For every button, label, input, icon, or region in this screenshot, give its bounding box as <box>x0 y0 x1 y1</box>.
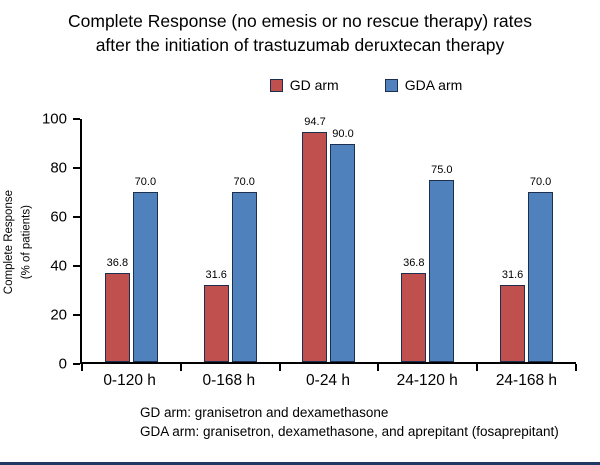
bar-gd-arm: 36.8 <box>104 257 130 363</box>
bar-group: 36.8 75.0 <box>378 119 477 363</box>
y-tick-mark <box>73 314 80 317</box>
plot-area: 36.8 70.0 31.6 70.0 94.7 90.0 36.8 75.0 31.6 70.0 <box>80 116 577 372</box>
x-axis-labels: 0-120 h 0-168 h 0-24 h 24-120 h 24-168 h <box>80 364 576 390</box>
y-tick-label: 80 <box>50 159 67 177</box>
y-axis-title-line2: (% of patients) <box>20 204 32 279</box>
bar-gd-arm: 36.8 <box>401 257 427 363</box>
bar-gda-arm: 70.0 <box>132 176 158 363</box>
y-tick-mark <box>73 363 80 366</box>
bar-gd-arm: 94.7 <box>302 116 328 363</box>
footnote-gd: GD arm: granisetron and dexamethasone <box>140 405 389 421</box>
y-tick-label: 60 <box>50 208 67 226</box>
y-tick-mark <box>73 118 80 121</box>
x-category-label: 24-120 h <box>396 372 458 390</box>
x-tick-mark <box>81 364 83 372</box>
chart-title-line1: Complete Response (no emesis or no rescu… <box>68 11 532 31</box>
plot-column: 36.8 70.0 31.6 70.0 94.7 90.0 36.8 75.0 31.6 70.0… <box>80 116 577 390</box>
bar-gda-arm: 70.0 <box>231 176 257 363</box>
y-tick-label: 40 <box>50 257 67 275</box>
chart-title-line2: after the initiation of trastuzumab deru… <box>95 34 505 55</box>
bar-value-label: 75.0 <box>431 164 453 176</box>
bar-value-label: 31.6 <box>205 269 227 282</box>
x-tick-mark <box>476 364 479 372</box>
bar-group: 31.6 70.0 <box>181 119 280 363</box>
y-tick-label: 20 <box>50 306 67 324</box>
footnotes: GD arm: granisetron and dexamethasone GD… <box>140 404 600 442</box>
x-tick-mark <box>179 364 182 372</box>
bar-value-label: 36.8 <box>403 256 425 269</box>
y-tick-label: 100 <box>41 110 67 128</box>
bar-value-label: 94.7 <box>304 116 326 129</box>
x-category-label: 0-120 h <box>103 372 156 390</box>
bar-value-label: 70.0 <box>134 176 157 189</box>
legend-swatch <box>269 78 283 92</box>
y-tick-mark <box>73 167 80 170</box>
bar-gd-arm: 31.6 <box>203 269 229 363</box>
bar-value-label: 70.0 <box>529 176 552 189</box>
bar-group: 94.7 90.0 <box>280 116 379 363</box>
bar-value-label: 90.0 <box>332 127 354 140</box>
footnote-gda: GDA arm: granisetron, dexamethasone, and… <box>140 424 559 440</box>
bar-value-label: 70.0 <box>233 176 255 189</box>
y-tick-mark <box>73 216 80 219</box>
legend-swatch <box>384 78 398 92</box>
bar-gda-arm: 90.0 <box>330 128 356 363</box>
bar-gda-arm: 70.0 <box>528 176 554 363</box>
x-tick-mark <box>575 364 577 372</box>
y-axis-ticks: 0 20 40 60 80 100 <box>36 111 80 373</box>
x-category-label: 0-168 h <box>202 372 256 390</box>
bar-group: 31.6 70.0 <box>477 119 576 363</box>
legend: GD arm GDA arm <box>66 77 600 93</box>
chart-title: Complete Response (no emesis or no rescu… <box>0 0 600 57</box>
x-category-label: 24-168 h <box>495 372 558 390</box>
bar-gda-arm: 75.0 <box>429 164 455 363</box>
y-axis-title-col: Complete Response (% of patients) <box>0 119 36 364</box>
legend-item: GD arm <box>269 77 339 94</box>
x-category-label: 0-24 h <box>306 372 350 390</box>
y-axis-title-line1: Complete Response <box>2 189 15 294</box>
legend-label: GDA arm <box>404 77 463 94</box>
legend-label: GD arm <box>289 77 339 94</box>
x-tick-mark <box>278 364 281 372</box>
bar-value-label: 31.6 <box>501 269 524 282</box>
bar-gd-arm: 31.6 <box>500 269 526 363</box>
y-axis-title: Complete Response (% of patients) <box>1 190 36 294</box>
x-tick-mark <box>377 364 380 372</box>
y-tick-mark <box>73 265 80 268</box>
bottom-border-decoration <box>0 462 600 465</box>
legend-item: GDA arm <box>384 77 463 94</box>
y-tick-label: 0 <box>58 355 67 373</box>
chart-area: Complete Response (% of patients) 0 20 40 6… <box>0 111 600 390</box>
bar-value-label: 36.8 <box>106 256 129 269</box>
bar-group: 36.8 70.0 <box>82 119 181 363</box>
